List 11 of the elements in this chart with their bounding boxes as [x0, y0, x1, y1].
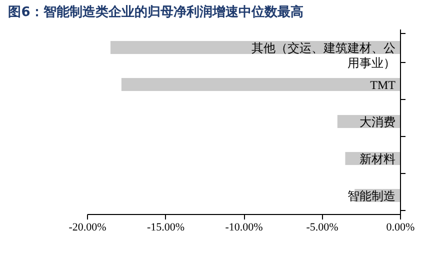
- x-tick-label: -5.00%: [306, 222, 338, 234]
- y-tick-label: 其他（交运、建筑建材、公用事业）: [252, 41, 396, 70]
- x-tick-label: 0.00%: [386, 222, 415, 234]
- y-tick-label: 大消费: [360, 115, 396, 129]
- y-tick-label: 智能制造: [348, 189, 396, 203]
- x-tick-label: -15.00%: [146, 222, 185, 234]
- x-tick-label: -20.00%: [68, 222, 106, 234]
- chart-title: 图6：智能制造类企业的归母净利润增速中位数最高: [8, 4, 304, 20]
- x-tick-label: -10.00%: [225, 222, 263, 234]
- y-tick-label: TMT: [370, 78, 396, 92]
- y-tick-label: 新材料: [360, 152, 396, 166]
